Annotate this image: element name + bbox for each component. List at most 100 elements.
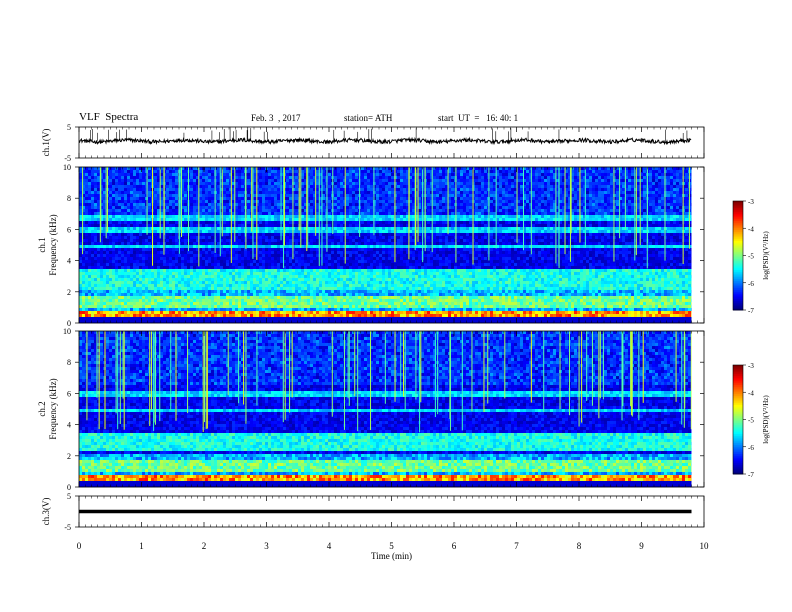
spectrogram-cell (250, 266, 253, 269)
spectrogram-cell (361, 188, 364, 191)
spectrogram-cell (190, 260, 193, 263)
spectrogram-cell (133, 257, 136, 260)
spectrogram-cell (268, 317, 271, 320)
spectrogram-cell (265, 179, 268, 182)
spectrogram-cell (319, 311, 322, 314)
spectrogram-cell (97, 248, 100, 251)
spectrogram-cell (130, 173, 133, 176)
spectrogram-cell (355, 227, 358, 230)
spectrogram-cell (199, 245, 202, 248)
spectrogram-cell (205, 170, 208, 173)
spectrogram-cell (271, 305, 274, 308)
spectrogram-cell (175, 224, 178, 227)
spectrogram-cell (349, 287, 352, 290)
spectrogram-cell (289, 227, 292, 230)
spectrogram-cell (187, 290, 190, 293)
spectrogram-cell (145, 299, 148, 302)
spectrogram-cell (166, 287, 169, 290)
spectrogram-cell (259, 269, 262, 272)
spectrogram-cell (82, 299, 85, 302)
spectrogram-cell (154, 230, 157, 233)
spectrogram-cell (136, 230, 139, 233)
spectrogram-cell (277, 191, 280, 194)
spectrogram-cell (82, 317, 85, 320)
spectrogram-cell (172, 275, 175, 278)
spectrogram-cell (355, 299, 358, 302)
spectrogram-cell (343, 227, 346, 230)
spectrogram-cell (211, 305, 214, 308)
spectrogram-cell (283, 299, 286, 302)
spectrogram-cell (91, 284, 94, 287)
spectrogram-cell (262, 281, 265, 284)
spectrogram-cell (310, 224, 313, 227)
spectrogram-cell (355, 209, 358, 212)
spectrogram-cell (262, 287, 265, 290)
spectrogram-cell (172, 284, 175, 287)
spectrogram-cell (130, 251, 133, 254)
spectrogram-cell (142, 287, 145, 290)
spectrogram-cell (160, 308, 163, 311)
spectrogram-cell (337, 314, 340, 317)
spectrogram-cell (319, 293, 322, 296)
spectrogram-cell (157, 308, 160, 311)
spectrogram-cell (235, 254, 238, 257)
spectrogram-cell (124, 269, 127, 272)
spectrogram-cell (151, 278, 154, 281)
spectrogram-cell (289, 173, 292, 176)
spectrogram-cell (253, 182, 256, 185)
spectrogram-cell (118, 212, 121, 215)
spectrogram-cell (265, 296, 268, 299)
spectrogram-cell (328, 287, 331, 290)
spectrogram-cell (184, 227, 187, 230)
spectrogram-cell (307, 272, 310, 275)
spectrogram-cell (286, 194, 289, 197)
spectrogram-cell (337, 278, 340, 281)
spectrogram-cell (211, 272, 214, 275)
spectrogram-cell (154, 194, 157, 197)
spectrogram-cell (193, 251, 196, 254)
spectrogram-cell (85, 200, 88, 203)
spectrogram-cell (121, 257, 124, 260)
spectrogram-cell (262, 251, 265, 254)
spectrogram-cell (346, 212, 349, 215)
spectrogram-cell (283, 275, 286, 278)
spectrogram-cell (88, 194, 91, 197)
spectrogram-cell (184, 239, 187, 242)
spectrogram-cell (88, 197, 91, 200)
spectrogram-cell (256, 299, 259, 302)
spectrogram-cell (79, 281, 82, 284)
spectrogram-cell (127, 293, 130, 296)
spectrogram-cell (82, 290, 85, 293)
spectrogram-cell (145, 308, 148, 311)
spectrogram-cell (223, 290, 226, 293)
spectrogram-cell (97, 206, 100, 209)
spectrogram-cell (349, 266, 352, 269)
spectrogram-cell (304, 305, 307, 308)
spectrogram-cell (190, 194, 193, 197)
spectrogram-cell (166, 182, 169, 185)
spectrogram-cell (202, 302, 205, 305)
spectrogram-cell (118, 170, 121, 173)
spectrogram-cell (115, 278, 118, 281)
spectrogram-cell (301, 305, 304, 308)
spectrogram-cell (166, 293, 169, 296)
spectrogram-cell (151, 266, 154, 269)
spectrogram-cell (112, 239, 115, 242)
spectrogram-cell (310, 206, 313, 209)
spectrogram-cell (340, 296, 343, 299)
spectrogram-cell (130, 308, 133, 311)
spectrogram-cell (226, 272, 229, 275)
spectrogram-cell (112, 221, 115, 224)
spectrogram-cell (286, 305, 289, 308)
spectrogram-cell (268, 176, 271, 179)
spectrogram-cell (211, 317, 214, 320)
spectrogram-cell (274, 173, 277, 176)
spectrogram-cell (118, 254, 121, 257)
spectrogram-cell (226, 254, 229, 257)
spectrogram-cell (361, 176, 364, 179)
spectrogram-cell (124, 251, 127, 254)
spectrogram-cell (286, 203, 289, 206)
spectrogram-cell (175, 293, 178, 296)
spectrogram-cell (352, 302, 355, 305)
spectrogram-cell (202, 272, 205, 275)
